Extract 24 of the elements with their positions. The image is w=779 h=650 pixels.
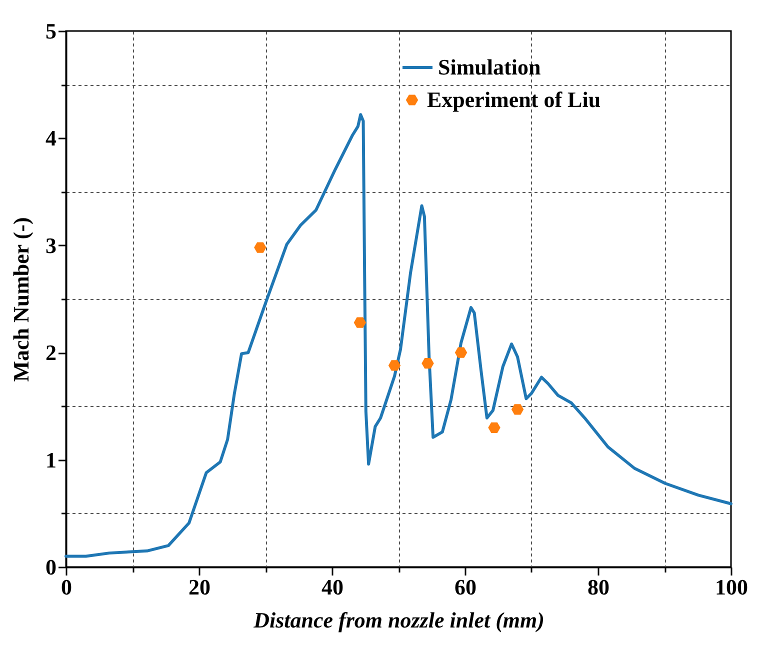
legend-label: Simulation [438,54,541,80]
x-tick-label: 100 [715,574,748,600]
x-tick-label: 60 [454,574,476,600]
point [354,317,366,328]
x-tick-label: 0 [61,574,72,600]
y-tick-label: 1 [46,447,56,472]
y-tick-label: 0 [46,554,56,580]
x-axis-title: Distance from nozzle inlet (mm) [252,608,544,632]
point [488,422,500,433]
point [454,347,468,358]
line-series [64,113,732,558]
x-tick-label: 80 [588,574,610,600]
point [388,360,401,371]
y-tick-label: 2 [46,340,56,366]
y-axis-title: Mach Number (-) [8,217,34,382]
point [511,404,524,415]
y-tick-label: 5 [46,18,56,44]
y-tick-label: 4 [46,126,56,151]
y-tick-label: 3 [46,232,56,258]
point [254,242,266,253]
point [422,358,434,369]
x-tick-label: 40 [322,574,344,600]
x-tick-label: 20 [188,574,210,600]
legend-label: Experiment of Liu [427,87,601,112]
